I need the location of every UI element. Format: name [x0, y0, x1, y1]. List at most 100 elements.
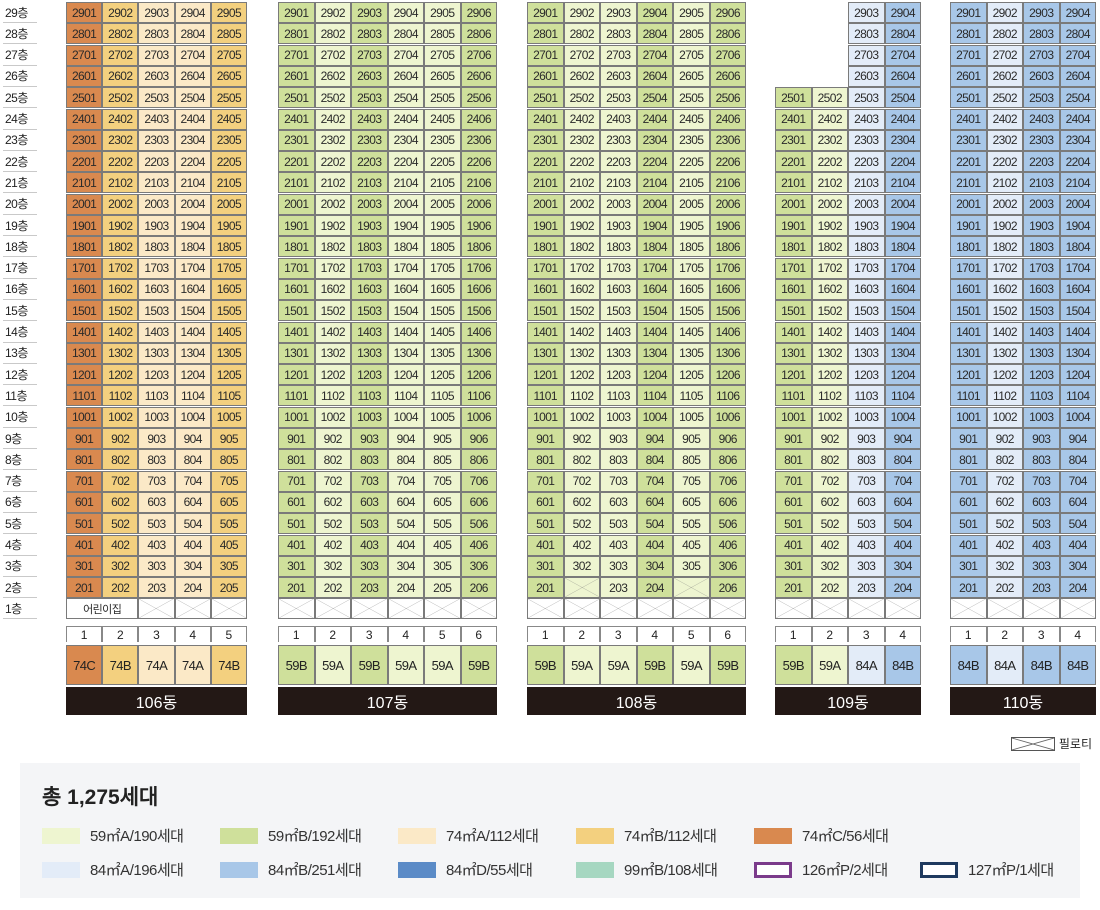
- unit-cell[interactable]: 702: [811, 470, 848, 492]
- unit-cell[interactable]: 503: [351, 513, 388, 535]
- unit-cell[interactable]: 2403: [138, 108, 175, 130]
- unit-cell[interactable]: 1105: [424, 385, 461, 407]
- unit-cell[interactable]: 1004: [387, 406, 424, 428]
- unit-cell[interactable]: 2906: [460, 2, 497, 23]
- unit-cell[interactable]: 2006: [460, 193, 497, 215]
- unit-cell[interactable]: 2704: [174, 44, 211, 66]
- unit-cell[interactable]: 501: [775, 513, 812, 535]
- unit-cell[interactable]: 203: [848, 577, 885, 599]
- unit-cell[interactable]: 1701: [66, 257, 103, 279]
- unit-cell[interactable]: 2901: [66, 2, 103, 23]
- unit-cell[interactable]: 803: [1023, 449, 1060, 471]
- unit-cell[interactable]: 1605: [673, 278, 710, 300]
- unit-cell[interactable]: 605: [210, 491, 247, 513]
- unit-cell[interactable]: 2004: [387, 193, 424, 215]
- unit-cell[interactable]: 1401: [950, 321, 987, 343]
- unit-cell[interactable]: 2501: [278, 87, 315, 109]
- unit-cell[interactable]: 202: [986, 577, 1023, 599]
- unit-cell[interactable]: 2704: [636, 44, 673, 66]
- unit-cell[interactable]: 806: [460, 449, 497, 471]
- unit-cell[interactable]: 2803: [138, 23, 175, 45]
- unit-cell[interactable]: 1601: [278, 278, 315, 300]
- unit-cell[interactable]: 2304: [1059, 129, 1096, 151]
- unit-cell[interactable]: 1303: [1023, 342, 1060, 364]
- unit-cell[interactable]: 402: [314, 534, 351, 556]
- unit-cell[interactable]: 2902: [314, 2, 351, 23]
- unit-cell[interactable]: 1302: [314, 342, 351, 364]
- unit-cell[interactable]: 806: [709, 449, 746, 471]
- unit-cell[interactable]: 2606: [460, 65, 497, 87]
- unit-cell[interactable]: 1903: [138, 215, 175, 236]
- unit-cell[interactable]: 1005: [210, 406, 247, 428]
- unit-cell[interactable]: 502: [811, 513, 848, 535]
- unit-cell[interactable]: 406: [709, 534, 746, 556]
- unit-cell[interactable]: 304: [174, 555, 211, 577]
- unit-cell[interactable]: 1804: [1059, 236, 1096, 258]
- unit-cell[interactable]: 2904: [174, 2, 211, 23]
- unit-cell[interactable]: 405: [673, 534, 710, 556]
- unit-cell[interactable]: 604: [884, 491, 921, 513]
- unit-cell[interactable]: 904: [1059, 428, 1096, 449]
- unit-cell[interactable]: 402: [563, 534, 600, 556]
- unit-cell[interactable]: 2206: [709, 151, 746, 173]
- unit-cell[interactable]: 605: [673, 491, 710, 513]
- unit-cell[interactable]: 2001: [66, 193, 103, 215]
- unit-cell[interactable]: 1504: [1059, 300, 1096, 322]
- unit-cell[interactable]: 705: [673, 470, 710, 492]
- unit-cell[interactable]: 401: [950, 534, 987, 556]
- unit-cell[interactable]: 1404: [174, 321, 211, 343]
- unit-cell[interactable]: 1805: [424, 236, 461, 258]
- unit-cell[interactable]: 1403: [351, 321, 388, 343]
- unit-cell[interactable]: 2103: [351, 172, 388, 194]
- unit-cell[interactable]: 2003: [138, 193, 175, 215]
- unit-cell[interactable]: 2702: [563, 44, 600, 66]
- unit-cell[interactable]: 1806: [460, 236, 497, 258]
- unit-cell[interactable]: 1902: [986, 215, 1023, 236]
- unit-cell[interactable]: 902: [563, 428, 600, 449]
- unit-cell[interactable]: 2402: [811, 108, 848, 130]
- unit-cell[interactable]: 2602: [563, 65, 600, 87]
- unit-cell[interactable]: 2802: [563, 23, 600, 45]
- unit-cell[interactable]: 901: [278, 428, 315, 449]
- unit-cell[interactable]: 404: [174, 534, 211, 556]
- unit-cell[interactable]: 504: [884, 513, 921, 535]
- unit-cell[interactable]: 805: [210, 449, 247, 471]
- unit-cell[interactable]: 1306: [460, 342, 497, 364]
- unit-cell[interactable]: 703: [848, 470, 885, 492]
- unit-cell[interactable]: 1303: [600, 342, 637, 364]
- unit-cell[interactable]: 501: [527, 513, 564, 535]
- unit-cell[interactable]: 1503: [1023, 300, 1060, 322]
- unit-cell[interactable]: 1503: [138, 300, 175, 322]
- unit-cell[interactable]: 802: [811, 449, 848, 471]
- unit-cell[interactable]: 1605: [210, 278, 247, 300]
- unit-cell[interactable]: 1903: [600, 215, 637, 236]
- unit-cell[interactable]: 2703: [351, 44, 388, 66]
- unit-cell[interactable]: 204: [174, 577, 211, 599]
- unit-cell[interactable]: 204: [1059, 577, 1096, 599]
- unit-cell[interactable]: 2201: [66, 151, 103, 173]
- unit-cell[interactable]: 1902: [563, 215, 600, 236]
- unit-cell[interactable]: 2004: [174, 193, 211, 215]
- unit-cell[interactable]: 1602: [563, 278, 600, 300]
- unit-cell[interactable]: 2405: [673, 108, 710, 130]
- unit-cell[interactable]: 904: [884, 428, 921, 449]
- unit-cell[interactable]: 1204: [884, 364, 921, 386]
- unit-cell[interactable]: 2905: [424, 2, 461, 23]
- unit-cell[interactable]: 2003: [351, 193, 388, 215]
- unit-cell[interactable]: 405: [210, 534, 247, 556]
- unit-cell[interactable]: 1002: [986, 406, 1023, 428]
- unit-cell[interactable]: 1405: [673, 321, 710, 343]
- unit-cell[interactable]: 2204: [1059, 151, 1096, 173]
- unit-cell[interactable]: 2104: [174, 172, 211, 194]
- unit-cell[interactable]: 804: [636, 449, 673, 471]
- unit-cell[interactable]: 2004: [636, 193, 673, 215]
- unit-cell[interactable]: 2204: [174, 151, 211, 173]
- unit-cell[interactable]: 1301: [527, 342, 564, 364]
- unit-cell[interactable]: 2905: [210, 2, 247, 23]
- unit-cell[interactable]: 706: [460, 470, 497, 492]
- unit-cell[interactable]: 1004: [1059, 406, 1096, 428]
- unit-cell[interactable]: 1905: [210, 215, 247, 236]
- unit-cell[interactable]: 1803: [351, 236, 388, 258]
- unit-cell[interactable]: 201: [66, 577, 103, 599]
- unit-cell[interactable]: 501: [66, 513, 103, 535]
